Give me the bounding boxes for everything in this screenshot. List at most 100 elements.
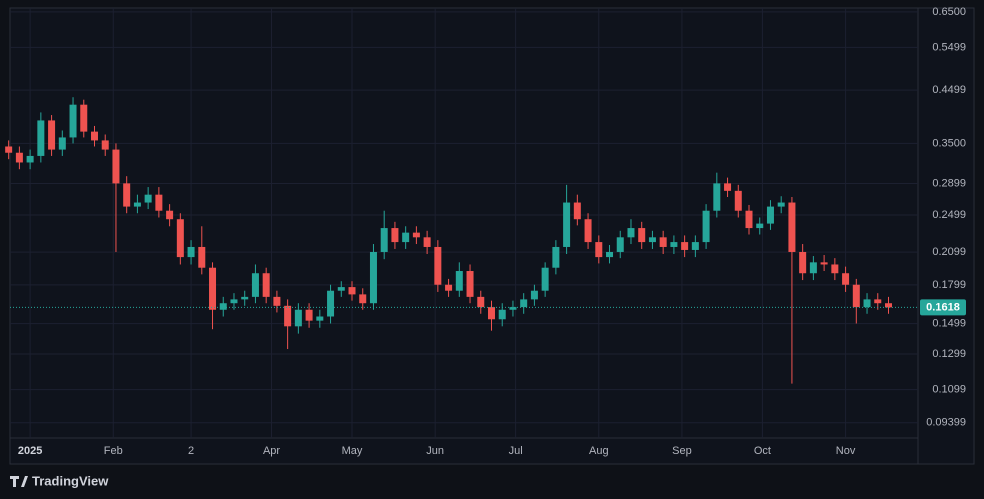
candle-body [133,202,141,207]
y-tick-label: 0.6500 [932,6,966,18]
candle-body [402,232,410,243]
candle-body [26,155,34,163]
x-tick-label: Jul [509,445,523,457]
candle-body [681,242,689,250]
candle-body [595,242,603,258]
candle-body [90,131,98,141]
x-tick-label: Feb [104,445,123,457]
candle-body [713,183,721,211]
candle-body [455,271,463,291]
candle-body [305,309,313,321]
candle-body [166,210,174,220]
candle-body [155,194,163,211]
candle-body [15,152,23,163]
candle-body [766,206,774,224]
candle-body [563,202,571,247]
candle-body [477,296,485,308]
candle-body [584,219,592,243]
candle-body [219,303,227,310]
candle-body [884,303,892,308]
candle-body [251,273,259,297]
x-tick-label: Jun [426,445,444,457]
candle-body [466,271,474,297]
candle-body [391,228,399,243]
candle-body [487,307,495,320]
candle-body [874,299,882,304]
candle-body [327,290,335,317]
y-tick-label: 0.09399 [926,417,966,429]
candle-body [702,210,710,243]
last-price-badge [920,299,966,316]
candle-body [112,149,120,184]
chart-frame [9,7,975,465]
candle-body [380,228,388,252]
candle-body [498,309,506,320]
x-tick-label: 2025 [18,445,42,457]
candle-body [37,120,45,156]
candle-body [530,290,538,300]
candle-body [788,202,796,252]
candle-body [123,183,131,207]
candle-body [230,299,238,304]
candle-body [187,246,195,258]
logo-icon [10,476,28,487]
y-tick-label: 0.5499 [932,41,966,53]
branding: TradingView [32,473,109,488]
candle-body [820,262,828,265]
candle-body [348,287,356,295]
candle-body [423,237,431,247]
x-tick-label: Aug [589,445,609,457]
candle-body [627,228,635,238]
candle-body [520,299,528,308]
candle-body [58,137,66,150]
candle-body [337,287,345,291]
candle-body [863,299,871,308]
x-tick-label: Oct [754,445,771,457]
candle-body [745,210,753,229]
candle-body [445,284,453,291]
candle-body [756,223,764,229]
candle-body [316,316,324,321]
candle-body [734,190,742,211]
candle-body [842,273,850,285]
y-tick-label: 0.2099 [932,246,966,258]
last-price-label: 0.1618 [926,301,960,313]
candle-body [262,273,270,297]
y-tick-label: 0.1099 [932,383,966,395]
candle-body [359,294,367,304]
candle-body [434,246,442,285]
y-tick-label: 0.4499 [932,84,966,96]
candle-body [648,237,656,243]
y-tick-label: 0.1799 [932,279,966,291]
candle-body [852,284,860,308]
candle-body [241,296,249,300]
candle-body [799,251,807,274]
y-tick-label: 0.1499 [932,318,966,330]
x-tick-label: 2 [188,445,194,457]
x-tick-label: Nov [836,445,856,457]
y-tick-label: 0.3500 [932,137,966,149]
x-tick-label: Apr [263,445,280,457]
candle-body [176,219,184,258]
candle-body [369,251,377,304]
candle-body [69,104,77,138]
candle-body [541,267,549,291]
x-tick-label: Sep [672,445,692,457]
candle-body [80,104,88,132]
candle-body [144,194,152,203]
candle-body [638,228,646,243]
y-tick-label: 0.2899 [932,177,966,189]
logo: TradingView [10,473,109,488]
candle-body [670,242,678,247]
candle-body [509,307,517,310]
candle-body [198,246,206,268]
candle-body [831,264,839,274]
candle-body [606,251,614,258]
candle-body [616,237,624,252]
candle-body [724,183,732,191]
y-tick-label: 0.2499 [932,209,966,221]
candle-body [294,309,302,327]
x-tick-label: May [342,445,363,457]
